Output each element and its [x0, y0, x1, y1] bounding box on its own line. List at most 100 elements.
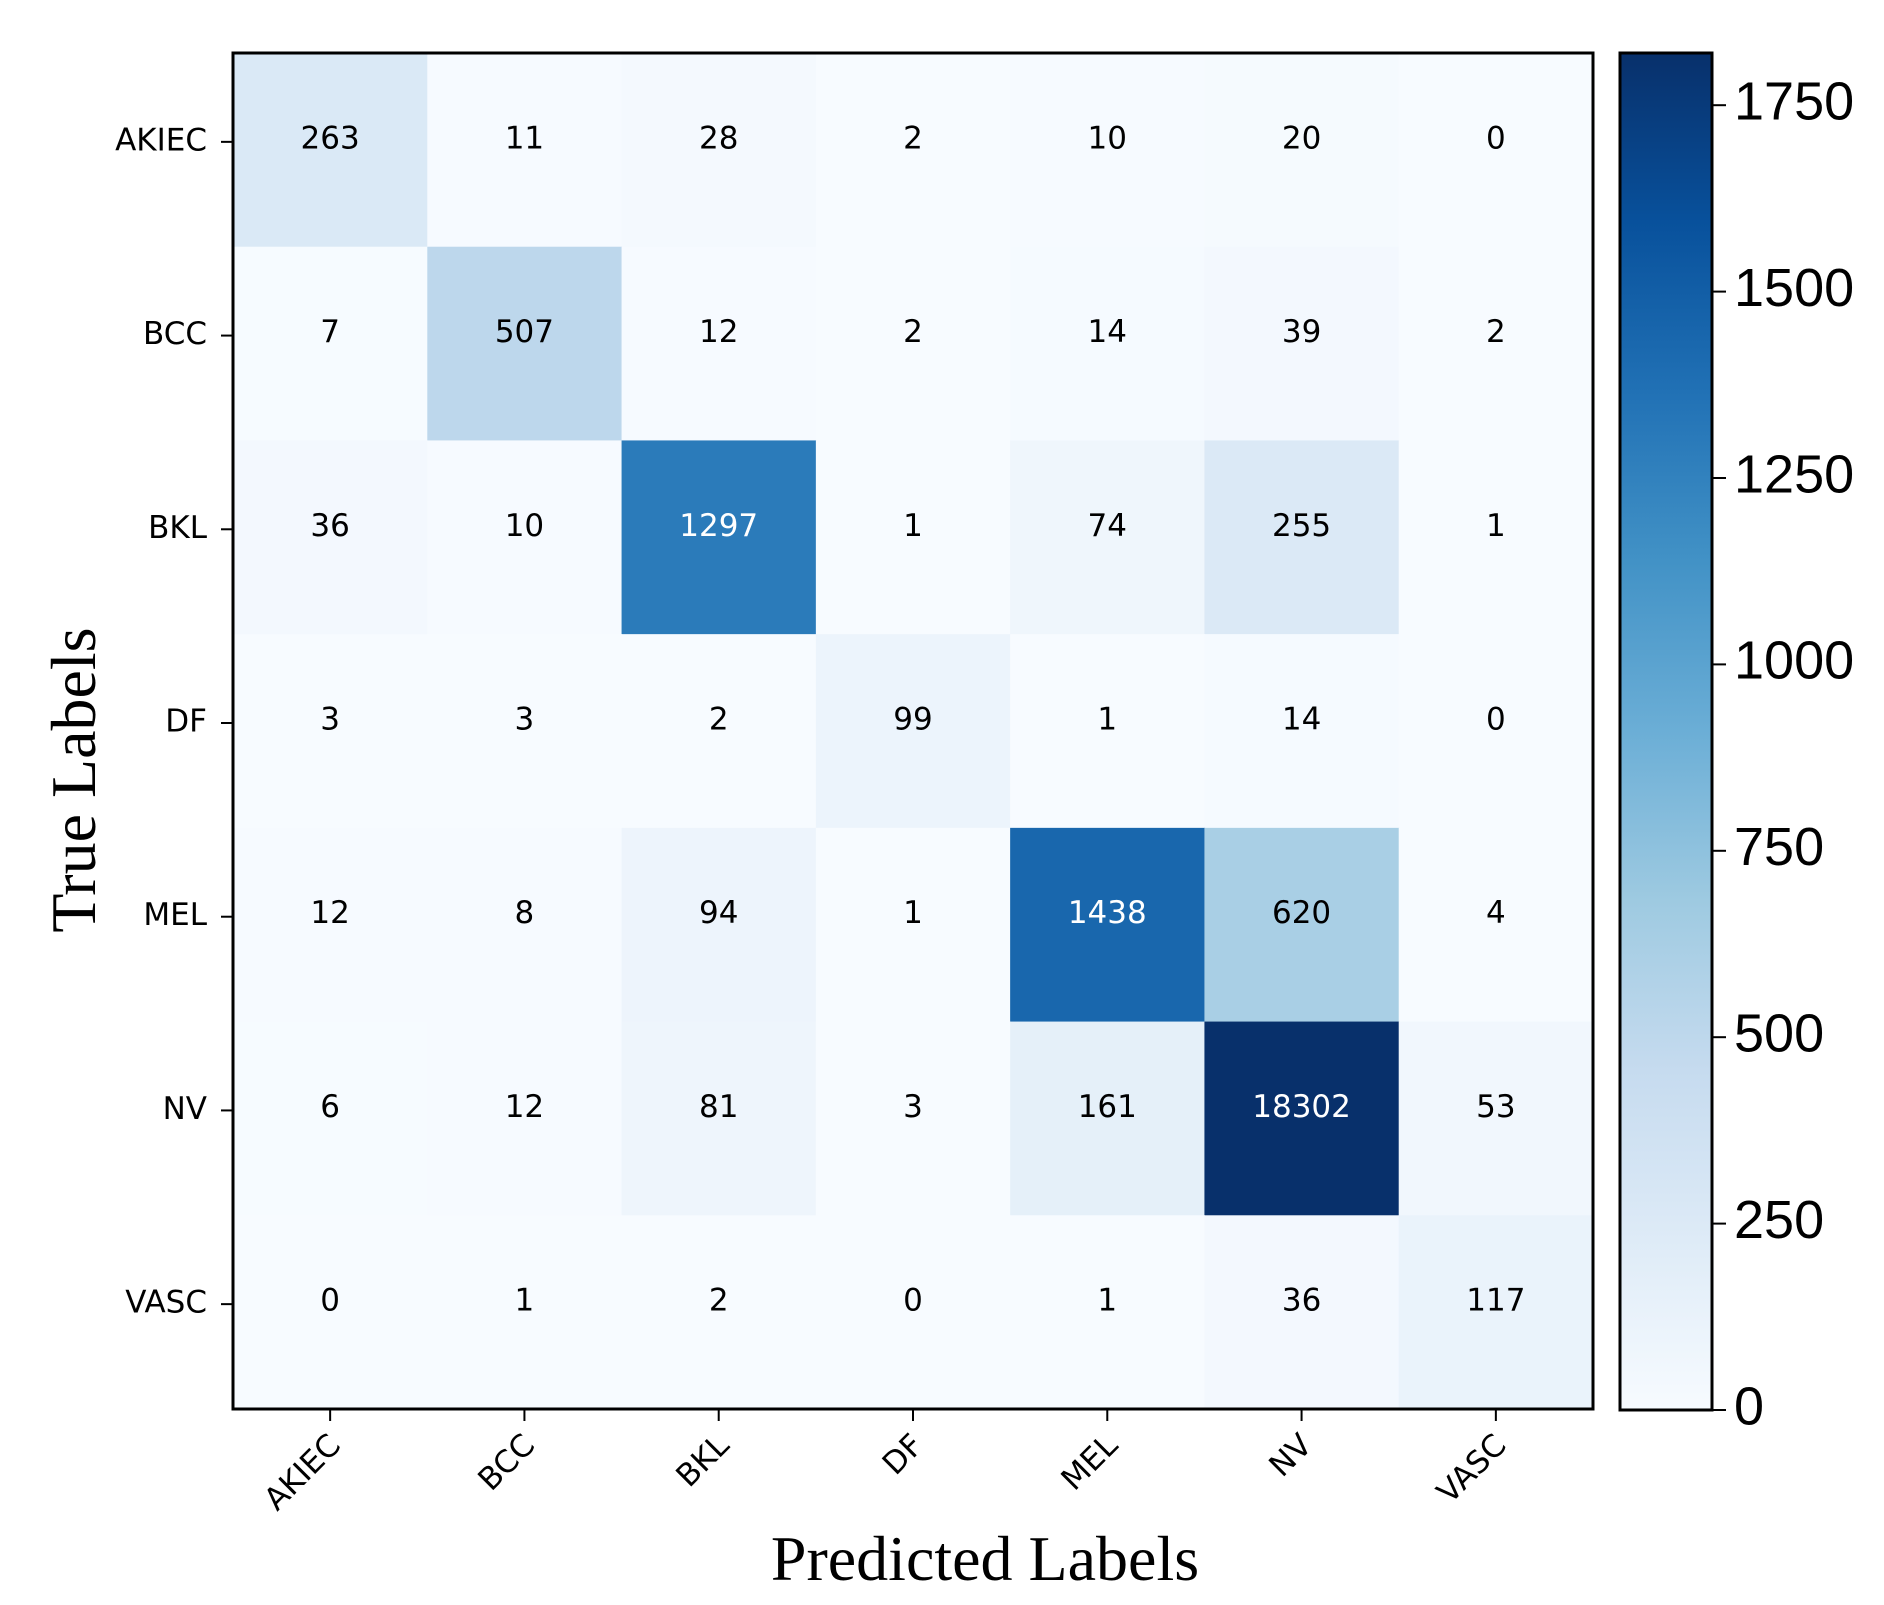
- heatmap-cell: [233, 53, 428, 248]
- heatmap-cell: [815, 246, 1011, 442]
- heatmap-cell: [1204, 634, 1400, 829]
- cell-value-label: 28: [699, 120, 738, 156]
- heatmap-cell: [233, 246, 428, 442]
- heatmap-cell: [1398, 440, 1594, 635]
- y-tick-label: MEL: [143, 897, 207, 933]
- cell-value-label: 161: [1078, 1089, 1137, 1125]
- cell-value-label: 94: [699, 895, 738, 931]
- heatmap-cell: [1204, 1215, 1400, 1410]
- heatmap-cell: [427, 246, 623, 442]
- cell-value-label: 6: [320, 1089, 340, 1125]
- cell-value-label: 12: [505, 1089, 544, 1125]
- cell-value-label: 10: [505, 508, 544, 544]
- heatmap-cell: [815, 53, 1011, 248]
- cell-value-label: 3: [515, 702, 535, 738]
- cell-value-label: 1: [1097, 702, 1117, 738]
- heatmap-cell: [427, 1215, 623, 1410]
- colorbar-tick-label: 1750: [1734, 71, 1854, 131]
- cell-value-label: 20: [1282, 120, 1321, 156]
- heatmap-cell: [621, 440, 817, 635]
- cell-value-label: 99: [893, 702, 932, 738]
- heatmap-cell: [815, 1021, 1011, 1216]
- heatmap-cell: [1204, 440, 1400, 635]
- cell-value-label: 10: [1088, 120, 1127, 156]
- cell-value-label: 507: [495, 314, 554, 350]
- heatmap-cell-labels: 263 11 28 2 10 20 07 507 12 2 14 39 236 10 1297 1 74 255 1…: [301, 120, 1526, 1318]
- heatmap-cell: [1010, 634, 1206, 829]
- y-tick-label: BKL: [148, 510, 208, 546]
- heatmap-cell: [815, 1215, 1011, 1410]
- cell-value-label: 8: [515, 895, 535, 931]
- cell-value-label: 11: [505, 120, 544, 156]
- cell-value-label: 53: [1476, 1089, 1515, 1125]
- cell-value-label: 12: [310, 895, 349, 931]
- heatmap-cell: [427, 634, 623, 829]
- x-tick-label: DF: [876, 1427, 931, 1482]
- cell-value-label: 3: [320, 702, 340, 738]
- cell-value-label: 1: [903, 895, 923, 931]
- colorbar-tick-label: 1500: [1734, 258, 1854, 318]
- cell-value-label: 36: [1282, 1283, 1321, 1319]
- cell-value-label: 14: [1282, 702, 1321, 738]
- x-tick-label: VASC: [1430, 1427, 1513, 1510]
- heatmap-cell: [621, 634, 817, 829]
- cell-value-label: 1297: [679, 508, 758, 544]
- heatmap-cell: [1204, 1021, 1400, 1216]
- colorbar-ticks: 0 250 500 750 1000 1250 1500 1750: [1712, 71, 1854, 1436]
- x-tick-label: NV: [1262, 1427, 1319, 1484]
- heatmap-cell: [1010, 246, 1206, 442]
- heatmap-cell: [815, 634, 1011, 829]
- heatmap-cell: [427, 440, 623, 635]
- cell-value-label: 3: [903, 1089, 923, 1125]
- colorbar-tick-label: 0: [1734, 1376, 1764, 1436]
- cell-value-label: 1: [515, 1283, 535, 1319]
- heatmap-cell: [1398, 1021, 1594, 1216]
- cell-value-label: 2: [903, 120, 923, 156]
- heatmap-cell: [815, 827, 1011, 1023]
- cell-value-label: 0: [1486, 702, 1506, 738]
- heatmap-cell: [427, 53, 623, 248]
- cell-value-label: 1: [903, 508, 923, 544]
- colorbar: [1618, 51, 1714, 1412]
- cell-value-label: 1438: [1068, 895, 1147, 931]
- cell-value-label: 0: [1486, 120, 1506, 156]
- heatmap-cell: [233, 440, 428, 635]
- x-tick-label: BCC: [471, 1427, 542, 1498]
- y-tick-label: BCC: [143, 316, 207, 352]
- cell-value-label: 18302: [1252, 1089, 1351, 1125]
- colorbar-tick-label: 250: [1734, 1190, 1824, 1250]
- y-axis-ticks: AKIEC BCC BKL DF MEL NV VASC: [115, 122, 233, 1321]
- heatmap-cell: [1010, 53, 1206, 248]
- y-tick-label: NV: [163, 1091, 207, 1127]
- x-axis-title: Predicted Labels: [771, 1523, 1199, 1594]
- heatmap-cell: [233, 1215, 428, 1410]
- cell-value-label: 12: [699, 314, 738, 350]
- heatmap-cell: [621, 53, 817, 248]
- heatmap-cell: [1398, 634, 1594, 829]
- heatmap-cell: [621, 246, 817, 442]
- cell-value-label: 2: [709, 702, 729, 738]
- y-axis-title: True Labels: [38, 627, 109, 932]
- heatmap-cell: [427, 827, 623, 1023]
- heatmap-cell: [621, 827, 817, 1023]
- heatmap-cells: [233, 53, 1594, 1410]
- cell-value-label: 2: [709, 1283, 729, 1319]
- heatmap-cell: [815, 440, 1011, 635]
- x-tick-label: AKIEC: [257, 1427, 347, 1517]
- cell-value-label: 1: [1486, 508, 1506, 544]
- cell-value-label: 4: [1486, 895, 1506, 931]
- heatmap-cell: [1398, 53, 1594, 248]
- x-tick-label: BKL: [669, 1427, 737, 1495]
- colorbar-tick-label: 1000: [1734, 631, 1854, 691]
- cell-value-label: 117: [1466, 1283, 1525, 1319]
- heatmap-cell: [233, 634, 428, 829]
- heatmap-cell: [1204, 53, 1400, 248]
- heatmap-cell: [621, 1021, 817, 1216]
- heatmap-cell: [621, 1215, 817, 1410]
- heatmap-cell: [1010, 1215, 1206, 1410]
- heatmap-cell: [1010, 827, 1206, 1023]
- cell-value-label: 36: [310, 508, 349, 544]
- cell-value-label: 2: [903, 314, 923, 350]
- cell-value-label: 74: [1088, 508, 1127, 544]
